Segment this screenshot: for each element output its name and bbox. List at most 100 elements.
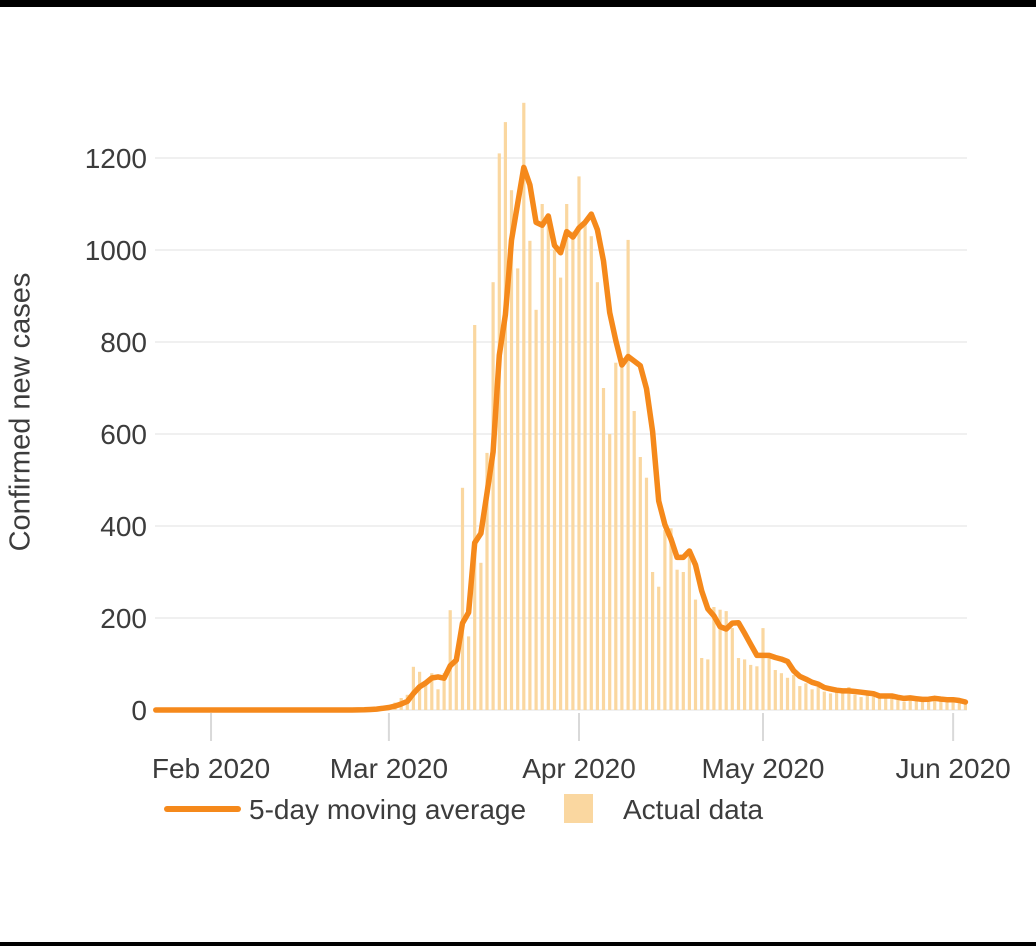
legend-square-swatch-icon (564, 794, 593, 823)
bar (743, 659, 747, 710)
x-tick-label: Jun 2020 (896, 753, 1011, 784)
bar (767, 658, 771, 710)
y-axis-tick-labels: 0 200 400 600 800 1000 1200 (85, 143, 147, 726)
bar (424, 683, 428, 710)
bar (638, 457, 642, 710)
bar (896, 699, 900, 710)
bar (902, 701, 906, 710)
x-tick-label: Feb 2020 (152, 753, 270, 784)
bar (841, 692, 845, 710)
bar (516, 268, 520, 710)
bar (595, 282, 599, 710)
bar (614, 362, 618, 710)
bar (773, 670, 777, 710)
bar (920, 700, 925, 710)
bar (693, 599, 698, 710)
bar (798, 686, 802, 710)
actual-data-bars (356, 102, 967, 711)
bar (608, 434, 612, 710)
bar (411, 666, 415, 710)
x-tick-label: May 2020 (702, 753, 825, 784)
bar (546, 222, 550, 710)
bar (785, 677, 790, 710)
bar (736, 658, 741, 710)
bar (847, 687, 851, 710)
bar (644, 477, 649, 710)
bar (509, 190, 514, 710)
y-tick-label: 1000 (85, 235, 147, 266)
bar (540, 204, 544, 710)
bar (485, 452, 489, 710)
bar (755, 666, 759, 710)
bar (792, 675, 796, 710)
bar (467, 636, 471, 710)
bar (552, 250, 557, 710)
bar (632, 411, 636, 710)
y-tick-label: 400 (100, 511, 147, 542)
bar (436, 689, 440, 710)
bar (749, 664, 753, 710)
bar (700, 658, 704, 710)
bar (675, 569, 679, 710)
bar (583, 222, 587, 710)
bar (730, 628, 734, 710)
bar (835, 689, 839, 710)
bar (761, 628, 765, 710)
bar (651, 572, 655, 710)
bar (528, 240, 532, 711)
bar (914, 698, 918, 710)
bar (559, 277, 563, 710)
x-axis-tick-labels: Feb 2020 Mar 2020 Apr 2020 May 2020 Jun 2020 (152, 753, 1011, 784)
bar (657, 586, 661, 710)
bar (865, 693, 869, 710)
bar (669, 528, 673, 710)
y-tick-label: 200 (100, 603, 147, 634)
y-axis-title: Confirmed new cases (5, 273, 37, 552)
bar (822, 691, 826, 710)
bar (687, 555, 691, 710)
bar (718, 609, 722, 710)
bar (963, 704, 967, 710)
y-tick-label: 0 (131, 695, 147, 726)
x-tick-label: Mar 2020 (330, 753, 448, 784)
y-tick-label: 600 (100, 419, 147, 450)
bar (503, 122, 507, 711)
bar (681, 572, 685, 710)
bar (859, 697, 863, 710)
bar (810, 689, 814, 710)
bar (522, 102, 526, 711)
bar (491, 282, 495, 710)
bar (460, 487, 465, 710)
bar (479, 562, 483, 710)
bar (890, 697, 894, 710)
bar (927, 699, 931, 710)
top-letterbox-bar (0, 0, 1036, 7)
bar (534, 309, 538, 710)
y-tick-label: 1200 (85, 143, 147, 174)
bar (473, 325, 477, 710)
bar (816, 687, 820, 710)
bar (430, 673, 434, 710)
bar (853, 694, 857, 710)
bar (724, 611, 728, 710)
bar (933, 697, 937, 710)
bar (706, 659, 710, 710)
bar (418, 671, 422, 710)
bar (871, 696, 875, 710)
bar (571, 231, 575, 710)
bar (448, 610, 452, 710)
bar (442, 673, 446, 710)
bar (908, 696, 912, 710)
bar (828, 693, 833, 710)
legend-label-actual-data: Actual data (623, 794, 764, 825)
bar (454, 654, 458, 710)
legend-label-moving-average: 5-day moving average (249, 794, 526, 825)
bar (577, 176, 581, 710)
bar (565, 204, 569, 710)
bottom-letterbox-bar (0, 942, 1036, 946)
bar (589, 236, 593, 710)
y-tick-label: 800 (100, 327, 147, 358)
bar (497, 153, 501, 710)
